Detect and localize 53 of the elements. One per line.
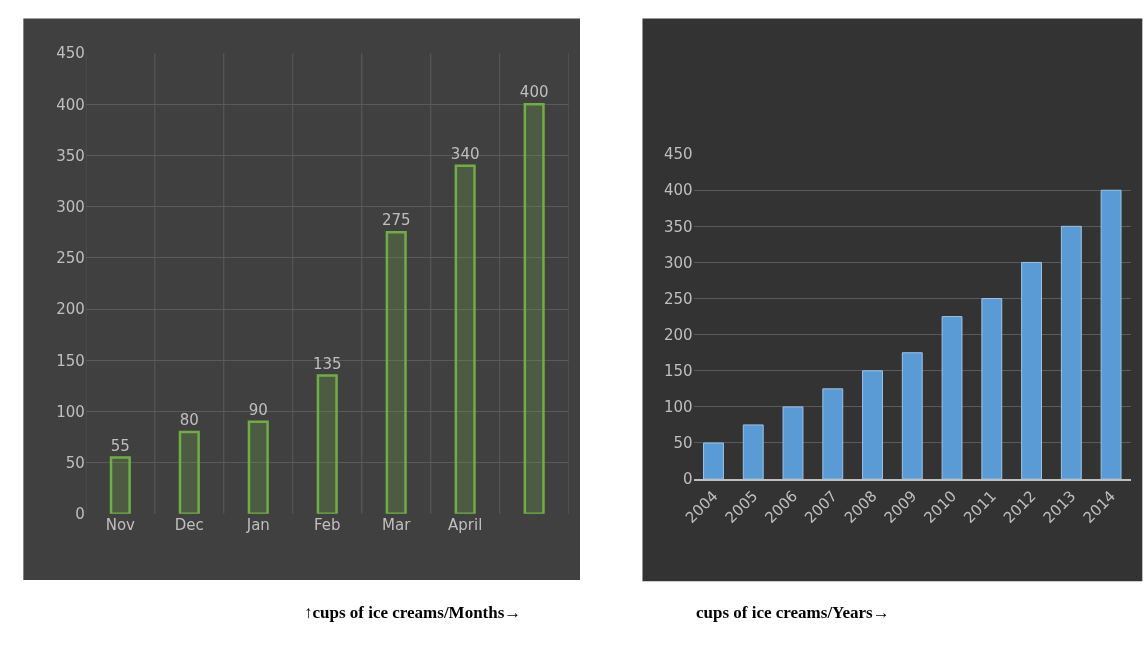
bar <box>981 298 1003 480</box>
y-tick-label: 250 <box>56 249 85 268</box>
x-tick-label: Jan <box>245 515 270 534</box>
x-tick-label: Mar <box>382 515 412 534</box>
x-axis-title: cups of ice creams/Years→ <box>696 603 890 622</box>
y-tick-label: 150 <box>663 362 693 381</box>
y-tick-label: 250 <box>663 289 693 308</box>
y-tick-label: 200 <box>56 300 85 319</box>
data-label: 90 <box>248 400 268 419</box>
data-label: 135 <box>312 354 342 373</box>
y-tick-label: 300 <box>56 197 85 216</box>
data-label: 55 <box>110 436 130 455</box>
x-axis-title: ↑cups of ice creams/Months→ <box>304 603 522 622</box>
bar <box>247 420 269 514</box>
bar <box>523 103 545 514</box>
bar <box>1021 261 1042 480</box>
x-tick-label: Dec <box>174 515 204 534</box>
y-tick-label: 150 <box>56 351 85 370</box>
bar <box>782 406 804 480</box>
y-tick-label: 450 <box>663 145 693 164</box>
bar <box>1100 189 1122 480</box>
y-tick-label: 450 <box>56 44 85 63</box>
y-tick-label: 300 <box>663 253 693 272</box>
data-label: 80 <box>179 410 199 429</box>
y-tick-label: 100 <box>663 398 693 417</box>
y-tick-label: 400 <box>663 181 693 200</box>
bar <box>1060 225 1082 480</box>
bar <box>901 352 923 480</box>
y-tick-label: 0 <box>75 505 85 524</box>
y-tick-label: 400 <box>56 95 85 114</box>
bar <box>316 374 338 514</box>
x-tick-label: Nov <box>105 515 136 534</box>
y-tick-label: 350 <box>663 217 693 236</box>
x-tick-label: April <box>448 515 483 534</box>
y-tick-label: 100 <box>56 402 85 421</box>
data-label: 400 <box>519 83 549 102</box>
y-tick-label: 200 <box>663 325 693 344</box>
data-label: 340 <box>450 144 480 163</box>
y-tick-label: 50 <box>673 434 693 453</box>
y-tick-label: 50 <box>65 453 85 472</box>
bar <box>178 430 200 514</box>
bar <box>385 231 407 514</box>
bar <box>941 316 963 480</box>
data-label: 275 <box>381 211 411 230</box>
bar <box>862 370 883 480</box>
bar <box>454 164 476 514</box>
x-tick-label: Feb <box>313 515 341 534</box>
bar <box>822 388 844 480</box>
bar <box>742 424 764 480</box>
y-tick-label: 0 <box>683 470 693 489</box>
y-tick-label: 350 <box>56 146 85 165</box>
bar <box>703 442 724 480</box>
bar <box>109 456 131 514</box>
